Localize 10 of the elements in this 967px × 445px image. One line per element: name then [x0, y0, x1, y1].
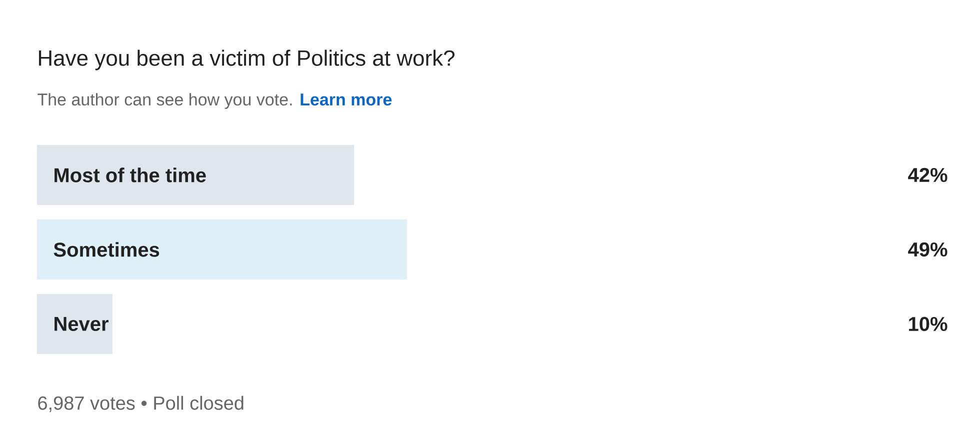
data-label: 42% — [908, 168, 948, 182]
data-label: 49% — [908, 242, 948, 257]
chart-title: Have you been a victim of Politics at work? — [39, 50, 455, 70]
y-tick-label: Never — [54, 317, 108, 331]
y-tick-label: Sometimes — [54, 242, 160, 257]
chart-subtitle: The author can see how you vote. — [38, 93, 292, 109]
y-tick-label: Most of the time — [54, 168, 206, 182]
data-label: 10% — [909, 316, 948, 332]
text: 6,987 votes • Poll closed — [38, 396, 244, 412]
text: Learn more — [300, 94, 392, 106]
